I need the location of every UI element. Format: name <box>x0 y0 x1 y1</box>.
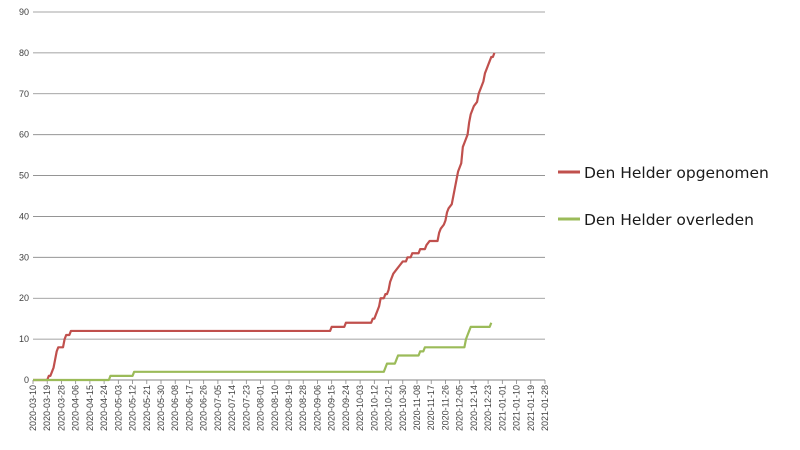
x-tick-label: 2020-12-23 <box>483 385 493 431</box>
y-tick-label: 10 <box>19 334 29 344</box>
y-tick-label: 70 <box>19 89 29 99</box>
x-tick-label: 2020-05-21 <box>142 385 152 431</box>
x-tick-label: 2020-08-28 <box>298 385 308 431</box>
x-tick-label: 2020-06-26 <box>199 385 209 431</box>
y-tick-label: 0 <box>24 375 29 385</box>
x-tick-label: 2021-01-28 <box>540 385 550 431</box>
y-tick-labels: 0 10 20 30 40 50 60 70 80 90 <box>19 7 29 385</box>
series-line-overleden <box>33 322 493 382</box>
legend-item-opgenomen: Den Helder opgenomen <box>558 164 769 182</box>
x-tick-label: 2020-11-17 <box>426 385 436 430</box>
x-tick-label: 2020-12-14 <box>469 385 479 431</box>
x-tick-label: 2020-06-17 <box>184 385 194 431</box>
x-tick-labels: 2020-03-10 2020-03-19 2020-03-28 2020-04-06… <box>28 380 550 431</box>
y-tick-label: 40 <box>19 211 29 221</box>
x-tick-label: 2020-08-19 <box>284 385 294 431</box>
x-tick-label: 2020-11-08 <box>412 385 422 430</box>
x-tick-label: 2020-05-12 <box>128 385 138 431</box>
x-tick-label: 2020-04-06 <box>71 385 81 431</box>
x-tick-label: 2020-10-21 <box>384 385 394 431</box>
x-tick-label: 2020-07-23 <box>241 385 251 431</box>
x-tick-label: 2020-07-05 <box>213 385 223 431</box>
x-tick-label: 2020-03-19 <box>42 385 52 431</box>
y-tick-label: 90 <box>19 7 29 17</box>
y-tick-label: 80 <box>19 48 29 58</box>
x-tick-label: 2020-05-03 <box>113 385 123 431</box>
y-tick-label: 60 <box>19 130 29 140</box>
x-tick-label: 2020-10-03 <box>355 385 365 431</box>
x-tick-label: 2020-03-28 <box>56 385 66 431</box>
x-tick-label: 2020-06-08 <box>170 385 180 431</box>
legend-item-overleden: Den Helder overleden <box>558 211 754 229</box>
x-tick-label: 2020-07-14 <box>227 385 237 431</box>
x-tick-label: 2020-04-15 <box>85 385 95 431</box>
legend-label-opgenomen: Den Helder opgenomen <box>584 164 769 182</box>
x-tick-label: 2020-08-10 <box>270 385 280 431</box>
x-tick-label: 2021-01-01 <box>497 385 507 431</box>
series-line-opgenomen <box>33 52 496 382</box>
x-tick-label: 2020-09-24 <box>341 385 351 431</box>
series-lines <box>33 52 496 382</box>
y-tick-label: 30 <box>19 252 29 262</box>
x-tick-label: 2020-10-12 <box>369 385 379 431</box>
x-tick-label: 2020-12-05 <box>455 385 465 431</box>
legend-label-overleden: Den Helder overleden <box>584 211 754 229</box>
x-tick-label: 2020-11-26 <box>440 385 450 430</box>
y-tick-label: 20 <box>19 293 29 303</box>
x-tick-label: 2020-05-30 <box>156 385 166 431</box>
legend: Den Helder opgenomen Den Helder overlede… <box>558 164 769 229</box>
x-tick-label: 2020-03-10 <box>28 385 38 431</box>
x-tick-label: 2020-08-01 <box>256 385 266 431</box>
x-tick-label: 2020-04-24 <box>99 385 109 431</box>
x-tick-label: 2020-10-30 <box>398 385 408 431</box>
y-tick-label: 50 <box>19 171 29 181</box>
x-tick-label: 2021-01-10 <box>512 385 522 431</box>
x-tick-label: 2021-01-19 <box>526 385 536 431</box>
x-tick-label: 2020-09-06 <box>312 385 322 431</box>
x-tick-label: 2020-09-15 <box>327 385 337 431</box>
gridlines <box>33 11 545 340</box>
